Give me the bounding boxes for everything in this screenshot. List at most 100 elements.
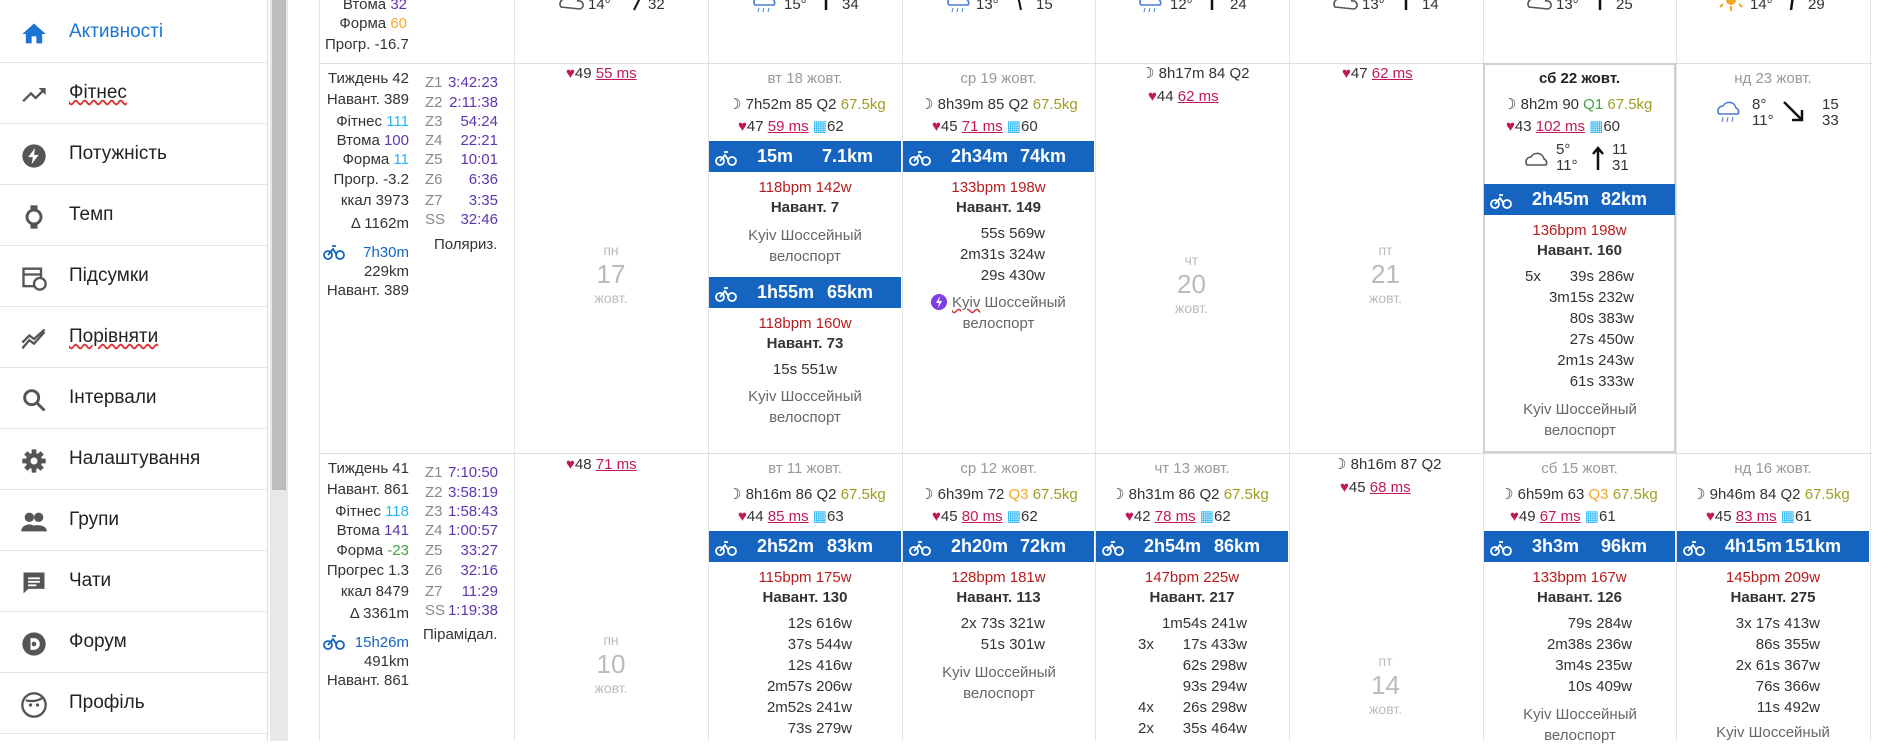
day-empty[interactable]: пн 17 жовт.: [594, 242, 628, 306]
bike-icon: [715, 541, 737, 556]
weather-rain-icon: [750, 0, 780, 19]
activity-name[interactable]: Kyiv Шоссейный велоспорт: [1523, 401, 1637, 439]
wind-speed: 29: [1808, 0, 1825, 13]
sidebar-item-label: Підсумки: [69, 265, 149, 286]
scrollbar-thumb[interactable]: [272, 0, 286, 490]
day-empty[interactable]: пт 14 жовт.: [1368, 653, 1403, 717]
day-empty[interactable]: чт 20 жовт.: [1174, 252, 1209, 316]
interval-repeat: 3x: [1138, 636, 1154, 653]
interval: 26s 298w: [1182, 699, 1247, 716]
week-load: Навант. 389: [326, 91, 409, 108]
zone-time: 22:21: [460, 132, 498, 149]
sidebar-item-chats[interactable]: Чати: [0, 551, 268, 612]
activity-name[interactable]: Kyiv Шоссейный: [1716, 724, 1830, 741]
activity-name[interactable]: Kyiv Шоссейный велоспорт: [748, 388, 862, 426]
interval: 12s 616w: [787, 615, 852, 632]
sidebar-item-power[interactable]: Потужність: [0, 124, 268, 185]
activity-stats: 115bpm 175w: [758, 569, 852, 586]
sidebar-item-label: Порівняти: [69, 326, 159, 347]
day-date: нд 16 жовт.: [1734, 460, 1812, 477]
activity-bar[interactable]: 2h54m 86km: [1096, 531, 1288, 562]
sidebar-item-profile[interactable]: Профіль: [0, 673, 268, 734]
sidebar-item-intervals[interactable]: Інтервали: [0, 368, 268, 429]
activity-stats: 133bpm 198w: [951, 179, 1046, 196]
interval: 62s 298w: [1182, 657, 1247, 674]
sidebar-item-forum[interactable]: Форум: [0, 612, 268, 673]
interval: 2m38s 236w: [1546, 636, 1632, 653]
sidebar-item-fitness[interactable]: Фітнес: [0, 63, 268, 124]
zone-label: SS: [425, 602, 446, 619]
activity-name[interactable]: велоспорт: [962, 315, 1035, 332]
wind-arrow-icon: [1402, 0, 1410, 17]
wind-speed: 24: [1230, 0, 1247, 13]
day-empty[interactable]: пт 21 жовт.: [1368, 242, 1403, 306]
zone-time: 2:11:38: [449, 94, 498, 111]
selected-day[interactable]: [1483, 63, 1676, 453]
sidebar-item-label: Потужність: [69, 143, 167, 164]
zone-time: 32:46: [460, 211, 498, 228]
bike-icon: [909, 541, 931, 556]
activity-bar[interactable]: 1h55m 65km: [709, 277, 901, 308]
wind-arrow-icon: [1788, 0, 1796, 17]
sidebar-item-activities[interactable]: Активності: [0, 2, 268, 63]
grid-line: [1676, 0, 1677, 741]
bike-icon: [715, 151, 737, 166]
day-date: нд 23 жовт.: [1734, 70, 1812, 87]
day-date: вт 11 жовт.: [768, 460, 842, 477]
sidebar-item-groups[interactable]: Групи: [0, 490, 268, 551]
activity-bar[interactable]: 2h20m 72km: [903, 531, 1094, 562]
weather-rain-icon: [1136, 0, 1166, 19]
weather-rain-icon: [1714, 100, 1744, 131]
zone-time: 7:10:50: [447, 464, 498, 481]
activity-bar[interactable]: 4h15m 151km: [1677, 531, 1869, 562]
weather-temp: 14°: [1750, 0, 1773, 13]
week-ride-load: Навант. 389: [326, 282, 409, 299]
wind-arrow-icon: [632, 0, 642, 17]
activity-load: Навант. 73: [766, 335, 844, 352]
day-empty[interactable]: пн 10 жовт.: [594, 632, 628, 696]
interval: 2m31s 324w: [959, 246, 1045, 263]
activity-stats: 147bpm 225w: [1144, 569, 1240, 586]
activity-bar[interactable]: 15m 7.1km: [709, 141, 901, 172]
week-ride-distance: 229km: [363, 263, 409, 280]
week-kcal: ккал 3973: [340, 192, 409, 209]
activity-stats: 145bpm 209w: [1725, 569, 1821, 586]
sleep-info: ☽ 8h17m 84 Q2: [1141, 65, 1250, 82]
wellness-hr: ♥44 62 ms: [1148, 88, 1219, 105]
activity-stats: 136bpm 198w: [1532, 222, 1627, 239]
activity-name[interactable]: Kyiv Шоссейный велоспорт: [748, 227, 862, 265]
interval: 10s 409w: [1567, 678, 1632, 695]
search-icon: [23, 389, 46, 412]
activity-name[interactable]: Kyiv Шоссейный велоспорт: [1523, 706, 1637, 744]
sidebar-item-settings[interactable]: Налаштування: [0, 429, 268, 490]
activity-bar[interactable]: 2h52m 83km: [709, 531, 901, 562]
people-icon: [21, 512, 47, 532]
interval-repeat: 4x: [1138, 699, 1154, 716]
bike-icon: [909, 151, 931, 166]
activity-name[interactable]: Kyiv Шоссейный велоспорт: [942, 664, 1056, 702]
day-date: чт 13 жовт.: [1154, 460, 1230, 477]
interval: 2m57s 206w: [766, 678, 852, 695]
sidebar-item-compare[interactable]: Порівняти: [0, 307, 268, 368]
zone-label: Z2: [425, 94, 443, 111]
wind-arrow-icon: [822, 0, 830, 17]
zone-label: Z5: [425, 542, 443, 559]
sleep-info: ☽ 6h59m 63 Q3 67.5kg: [1500, 486, 1658, 503]
activity-bar[interactable]: 2h45m 82km: [1484, 184, 1675, 215]
week-ride-time: 15h26m: [354, 634, 409, 651]
sidebar-item-label: Активності: [69, 21, 164, 42]
interval: 1m54s 241w: [1161, 615, 1247, 632]
zone-time: 6:36: [468, 171, 498, 188]
sidebar: Активності Фітнес Потужність Темп Підсум…: [0, 0, 268, 741]
week-fatigue: Втома 100: [336, 132, 409, 149]
activity-bar[interactable]: 3h3m 96km: [1484, 531, 1675, 562]
grid-line: [1289, 0, 1290, 741]
activity-name[interactable]: Kyiv Шоссейный: [952, 294, 1066, 311]
sidebar-item-pace[interactable]: Темп: [0, 185, 268, 246]
week-ride-distance: 491km: [363, 653, 409, 670]
sidebar-item-totals[interactable]: Підсумки: [0, 246, 268, 307]
wellness-hr: ♥48 71 ms: [566, 456, 637, 473]
sleep-info: ☽ 9h46m 84 Q2 67.5kg: [1692, 486, 1850, 503]
week-elevation: Δ 3361m: [349, 605, 409, 622]
activity-bar[interactable]: 2h34m 74km: [903, 141, 1094, 172]
